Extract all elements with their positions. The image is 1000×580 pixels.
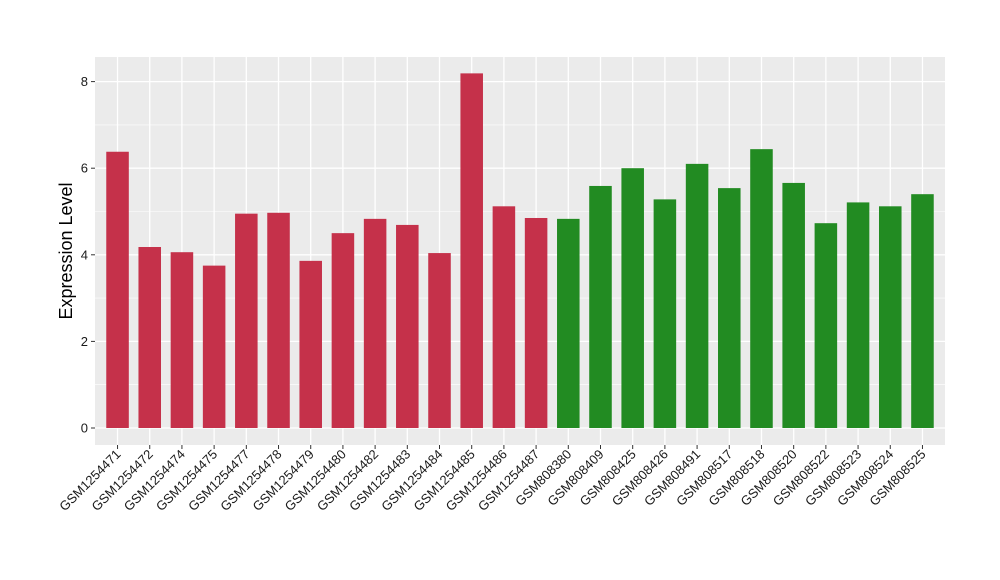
bar-gsm808523 — [846, 202, 870, 428]
bar-gsm808425 — [621, 168, 644, 428]
bar-gsm808525 — [911, 194, 934, 428]
y-tick-label: 4 — [81, 247, 88, 262]
bar-gsm1254486 — [492, 206, 516, 428]
bar-gsm1254487 — [524, 217, 548, 428]
bar-gsm1254483 — [396, 224, 419, 428]
bar-gsm1254480 — [331, 233, 355, 428]
bar-gsm1254472 — [138, 247, 162, 428]
y-axis-title: Expression Level — [56, 182, 76, 319]
bar-gsm1254478 — [267, 212, 290, 428]
bars-group — [106, 73, 934, 429]
y-tick-label: 6 — [81, 161, 88, 176]
y-axis: 0 2 4 6 8 — [81, 74, 95, 436]
y-tick-label: 2 — [81, 334, 88, 349]
bar-gsm808426 — [653, 199, 677, 428]
bar-gsm808522 — [814, 223, 838, 428]
bar-gsm808524 — [878, 206, 902, 428]
bar-gsm1254471 — [106, 151, 129, 428]
bar-gsm1254479 — [299, 260, 322, 428]
bar-gsm1254477 — [235, 213, 258, 428]
bar-gsm808517 — [718, 188, 741, 428]
bar-gsm808409 — [589, 185, 612, 428]
y-tick-label: 8 — [81, 74, 88, 89]
bar-gsm808518 — [750, 149, 773, 428]
bar-gsm1254484 — [428, 253, 451, 428]
y-tick-label: 0 — [81, 421, 88, 436]
bar-gsm1254475 — [202, 265, 226, 428]
bar-gsm808380 — [557, 218, 580, 428]
bar-gsm1254485 — [460, 73, 483, 429]
bar-gsm1254474 — [170, 252, 194, 428]
bar-gsm808491 — [685, 163, 709, 428]
bar-gsm1254482 — [363, 218, 387, 428]
x-axis: GSM1254471GSM1254472GSM1254474GSM1254475… — [56, 445, 929, 514]
bar-gsm808520 — [782, 182, 805, 428]
